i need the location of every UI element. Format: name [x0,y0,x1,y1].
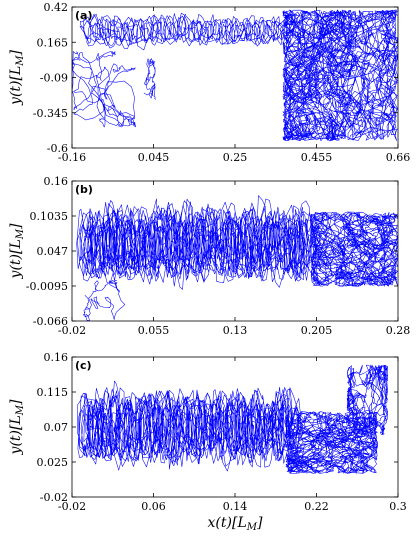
y-tick-label-c-4: -0.02 [40,491,68,504]
x-tick-label-c-0: -0.02 [58,500,86,513]
trajectory-a-layer [72,9,398,142]
x-tick-label-b-2: 0.13 [223,324,248,337]
trajectory-a-segment-2 [282,9,398,142]
trajectory-b-layer [76,195,398,321]
panel-label-c: (c) [75,359,92,372]
y-tick-label-a-1: 0.165 [37,36,69,49]
trajectory-a-segment-3 [143,58,156,100]
y-axis-label-a: y(t)[LM] [8,50,26,106]
panel-c: -0.02 0.06 0.14 0.22 0.3 0.16 0.115 0.07 0.025 -0… [8,351,407,533]
x-tick-label-b-3: 0.205 [301,324,333,337]
x-tick-label-b-4: 0.28 [386,324,411,337]
x-axis-label: x(t)[LM] [208,515,263,533]
y-tick-label-a-2: -0.09 [40,72,68,85]
trajectory-a-segment-1 [79,13,290,51]
x-tick-label-c-1: 0.06 [141,500,166,513]
trajectory-c-segment-0 [77,380,301,472]
y-tick-label-a-4: -0.6 [47,142,68,155]
trajectory-b-segment-2 [82,279,126,321]
x-tick-label-c-4: 0.3 [389,500,407,513]
trajectory-c-segment-1 [285,411,378,474]
y-tick-label-b-2: 0.047 [37,245,69,258]
y-tick-label-b-0: 0.16 [44,175,69,188]
x-tick-label-c-3: 0.22 [304,500,329,513]
x-tick-label-c-2: 0.14 [223,500,248,513]
panel-b: -0.02 0.055 0.13 0.205 0.28 0.16 0.1035 0.047 -0… [8,175,410,337]
trajectory-b-segment-0 [76,195,318,290]
y-tick-label-a-0: 0.42 [44,1,69,14]
x-tick-label-b-0: -0.02 [58,324,86,337]
y-tick-label-b-4: -0.066 [33,315,68,328]
panel-label-a: (a) [75,9,92,22]
x-tick-label-a-4: 0.66 [386,151,411,164]
panel-a: -0.16 0.045 0.25 0.455 0.66 0.42 0.165 -0.09 -0.… [8,1,410,164]
trajectory-a-segment-0 [72,51,136,128]
x-tick-label-a-0: -0.16 [58,151,86,164]
x-tick-label-b-1: 0.055 [138,324,170,337]
x-tick-label-a-3: 0.455 [301,151,333,164]
y-tick-label-b-1: 0.1035 [30,210,69,223]
y-tick-label-c-2: 0.07 [44,421,69,434]
y-tick-label-a-3: -0.345 [33,107,68,120]
ticks-b: -0.02 0.055 0.13 0.205 0.28 0.16 0.1035 0.047 -0… [26,175,410,337]
y-tick-label-c-1: 0.115 [37,386,69,399]
trajectory-c-segment-2 [346,364,389,435]
panel-label-b: (b) [75,183,93,196]
y-axis-label-c: y(t)[LM] [8,399,26,455]
y-tick-label-b-3: -0.0095 [26,280,68,293]
x-tick-label-a-2: 0.25 [223,151,248,164]
y-axis-label-b: y(t)[LM] [8,223,26,279]
trajectory-c-layer [77,364,389,474]
x-tick-label-a-1: 0.045 [138,151,170,164]
ticks-c: -0.02 0.06 0.14 0.22 0.3 0.16 0.115 0.07 0.025 -0… [37,351,407,513]
trajectory-b-segment-1 [310,211,398,287]
ticks-a: -0.16 0.045 0.25 0.455 0.66 0.42 0.165 -0.09 -0.… [33,1,410,164]
y-tick-label-c-3: 0.025 [37,456,69,469]
y-tick-label-c-0: 0.16 [44,351,69,364]
